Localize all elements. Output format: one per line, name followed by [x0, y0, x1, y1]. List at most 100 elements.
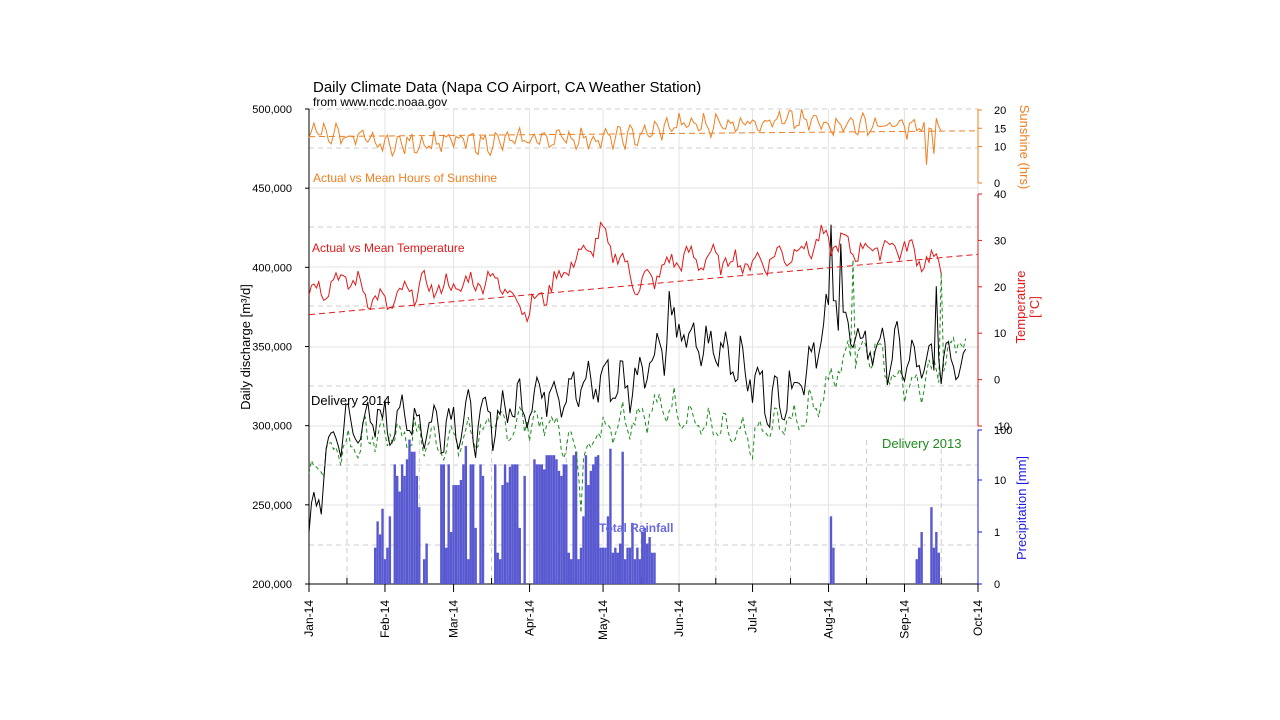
rainfall-bar [636, 547, 639, 584]
precipitation-tick-label: 0 [994, 579, 1000, 591]
rainfall-bar [648, 537, 651, 584]
temperature-tick-label: -10 [994, 421, 1010, 433]
rainfall-bar [616, 552, 619, 584]
rainfall-bar [445, 547, 448, 584]
x-tick-label: Jan-14 [302, 600, 316, 637]
rainfall-bar [582, 516, 585, 584]
rainfall-bar [452, 485, 455, 584]
rainfall-bar [498, 559, 502, 584]
rainfall-bar [628, 547, 632, 584]
temperature-tick-label: 10 [994, 328, 1006, 340]
rainfall-bar [631, 522, 634, 584]
precipitation-tick-label: 1 [994, 527, 1000, 539]
rainfall-bar [440, 464, 443, 584]
rainfall-bar [587, 485, 590, 584]
rainfall-bar [633, 559, 637, 584]
rainfall-bar [467, 559, 470, 584]
rainfall-bar [626, 547, 629, 584]
rainfall-bar [829, 516, 833, 584]
rainfall-bar [462, 464, 465, 584]
rainfall-bar [501, 485, 504, 584]
rainfall-bar [538, 464, 541, 584]
rainfall-bars [373, 439, 940, 584]
rainfall-bar [599, 547, 602, 584]
rainfall-bar [381, 508, 384, 584]
rainfall-bar [503, 464, 507, 584]
rainfall-bar [570, 559, 573, 584]
temperature-mean-line [308, 253, 979, 316]
sunshine-actual-line [308, 108, 942, 165]
temperature-actual-line [308, 221, 942, 324]
delivery-2014-annotation: Delivery 2014 [311, 393, 391, 408]
rainfall-bar [398, 491, 401, 584]
x-tick-label: Feb-14 [378, 600, 392, 638]
rainfall-bar [422, 559, 426, 584]
sunshine-tick-label: 10 [994, 142, 1006, 154]
temperature-axis-label-line2: [°C] [1027, 296, 1042, 318]
rainfall-bar [425, 543, 428, 584]
rainfall-bar [481, 475, 485, 584]
x-tick-label: Mar-14 [447, 600, 461, 638]
rainfall-bar [376, 521, 379, 584]
rainfall-bar [454, 485, 458, 584]
rainfall-bar [606, 516, 610, 584]
y-left-tick-label: 200,000 [252, 579, 292, 591]
rainfall-bar [464, 446, 468, 584]
rainfall-bar [589, 470, 593, 584]
rainfall-bar [623, 559, 627, 584]
y-left-tick-label: 400,000 [252, 262, 292, 274]
chart-title: Daily Climate Data (Napa CO Airport, CA … [313, 79, 701, 96]
rainfall-bar [619, 543, 622, 584]
rainfall-bar [494, 464, 497, 584]
rainfall-bar [533, 459, 536, 584]
rainfall-bar [560, 475, 563, 584]
rainfall-bar [543, 469, 546, 584]
x-tick-label: May-14 [596, 600, 610, 640]
rainfall-bar [547, 455, 551, 584]
x-tick-label: Sep-14 [897, 600, 911, 639]
rainfall-bar [400, 464, 404, 584]
precipitation-axis-label: Precipitation [mm] [1014, 456, 1029, 560]
sunshine-tick-label: 20 [994, 105, 1006, 117]
series-lines [308, 108, 979, 533]
rainfall-bar [545, 455, 548, 584]
rainfall-bar [645, 543, 649, 584]
rainfall-bar [378, 534, 382, 584]
delivery-2014-line [308, 224, 967, 533]
rainfall-bar [917, 547, 921, 584]
rainfall-bar [614, 547, 617, 584]
rainfall-bar [572, 455, 575, 584]
rainfall-bar [518, 527, 521, 584]
y-left-tick-label: 250,000 [252, 500, 292, 512]
temperature-tick-label: 30 [994, 235, 1006, 247]
rainfall-bar [408, 439, 411, 584]
rainfall-bar [935, 532, 938, 584]
rainfall-bar [592, 464, 595, 584]
rainfall-bar [932, 547, 936, 584]
temperature-tick-label: 20 [994, 282, 1006, 294]
rainfall-bar [535, 464, 539, 584]
rainfall-bar [832, 547, 835, 584]
rainfall-bar [555, 459, 558, 584]
rainfall-bar [643, 527, 646, 584]
rainfall-bar [396, 475, 399, 584]
rainfall-bar [383, 559, 387, 584]
rainfall-bar [506, 482, 509, 584]
rainfall-bar [469, 464, 472, 584]
rainfall-bar [393, 464, 396, 584]
rainfall-bar [562, 464, 566, 584]
y-left-axis-label: Daily discharge [m³/d] [238, 284, 253, 410]
rainfall-bar [540, 464, 544, 584]
rainfall-annotation: Total Rainfall [599, 521, 673, 535]
x-tick-label: Jul-14 [746, 600, 760, 633]
x-tick-label: Oct-14 [971, 600, 985, 636]
rainfall-bar [550, 455, 553, 584]
precipitation-tick-label: 100 [994, 425, 1012, 437]
rainfall-bar [388, 516, 392, 584]
rainfall-bar [565, 464, 568, 584]
rainfall-bar [930, 507, 933, 584]
sunshine-tick-label: 15 [994, 123, 1006, 135]
rainfall-bar [508, 466, 512, 584]
y-left-tick-label: 350,000 [252, 342, 292, 354]
